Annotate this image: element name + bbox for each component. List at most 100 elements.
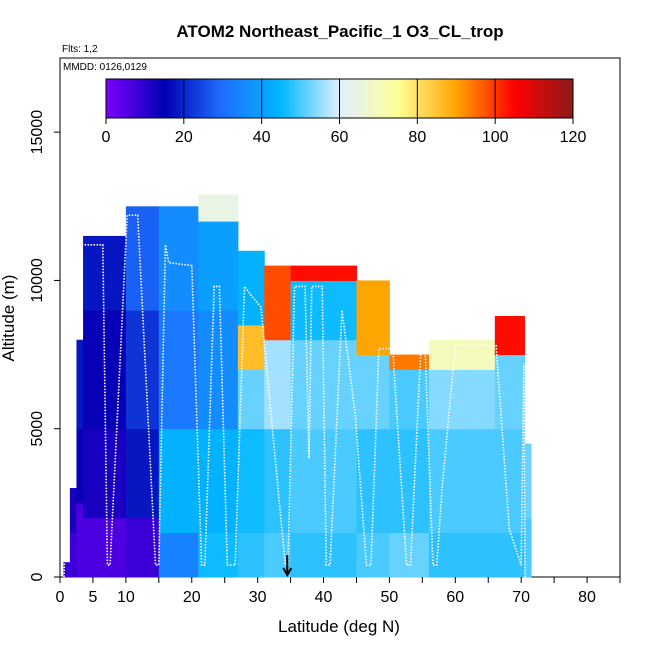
- colorbar-swatch: [283, 79, 286, 118]
- colorbar-swatch: [339, 79, 342, 118]
- colorbar-swatch: [320, 79, 323, 118]
- colorbar-swatch: [571, 79, 574, 118]
- colorbar-swatch: [378, 79, 381, 118]
- colorbar-swatch: [429, 79, 432, 118]
- colorbar-swatch: [232, 79, 235, 118]
- colorbar-swatch: [294, 79, 298, 118]
- colorbar-swatch: [349, 79, 352, 118]
- colorbar-swatch: [220, 79, 224, 118]
- colorbar-swatch: [518, 79, 521, 118]
- colorbar-swatch: [318, 79, 321, 118]
- colorbar-swatch: [362, 79, 366, 118]
- colorbar-swatch: [316, 79, 319, 118]
- colorbar-swatch: [168, 79, 171, 118]
- colorbar-swatch: [195, 79, 198, 118]
- colorbar-swatch: [384, 79, 387, 118]
- colorbar-swatch: [248, 79, 251, 118]
- colorbar-swatch: [423, 79, 426, 118]
- colorbar-swatch: [407, 79, 410, 118]
- colorbar-swatch: [555, 79, 558, 118]
- heatmap-cell-10-2: [356, 354, 390, 430]
- colorbar-swatch: [528, 79, 531, 118]
- heatmap-cell-6-2: [198, 310, 239, 430]
- colorbar-swatch: [409, 79, 412, 118]
- colorbar-swatch: [522, 79, 525, 118]
- colorbar-swatch: [141, 79, 144, 118]
- colorbar-swatch: [174, 79, 177, 118]
- colorbar-swatch: [129, 79, 132, 118]
- x-tick-label: 70: [512, 589, 530, 606]
- colorbar-swatch: [117, 79, 121, 118]
- colorbar-swatch: [314, 79, 317, 118]
- heatmap-cell-9-1: [290, 428, 357, 534]
- heatmap-cell-11-0: [389, 532, 430, 578]
- x-tick-label: 40: [315, 589, 333, 606]
- colorbar-swatch: [495, 79, 498, 118]
- heatmap-cell-11-3: [389, 354, 430, 370]
- heatmap-cell-5-2: [158, 310, 199, 430]
- colorbar-swatch: [504, 79, 508, 118]
- colorbar-swatch: [290, 79, 294, 118]
- colorbar-swatch: [106, 79, 109, 118]
- colorbar-swatch: [360, 79, 364, 118]
- colorbar-swatch: [434, 79, 438, 118]
- colorbar-swatch: [563, 79, 566, 118]
- colorbar-swatch: [285, 79, 288, 118]
- heatmap-cell-6-3: [198, 221, 239, 311]
- colorbar-swatch: [279, 79, 282, 118]
- colorbar-swatch: [444, 79, 447, 118]
- colorbar-swatch: [530, 79, 533, 118]
- colorbar-tick-label: 60: [331, 129, 349, 146]
- colorbar-swatch: [179, 79, 183, 118]
- colorbar-swatch: [512, 79, 516, 118]
- colorbar-swatch: [446, 79, 449, 118]
- colorbar-swatch: [395, 79, 399, 118]
- heatmap-cell-4-3: [125, 206, 160, 311]
- colorbar-swatch: [164, 79, 167, 118]
- colorbar-swatch: [275, 79, 278, 118]
- heatmap-cell-7-4: [237, 250, 265, 326]
- colorbar-swatch: [353, 79, 356, 118]
- heatmap-cell-10-3: [356, 280, 390, 356]
- colorbar-swatch: [111, 79, 115, 118]
- colorbar-swatch: [345, 79, 348, 118]
- flight-track-layer: [63, 214, 526, 578]
- colorbar-swatch: [464, 79, 467, 118]
- colorbar-swatch: [267, 79, 270, 118]
- colorbar-swatch: [222, 79, 226, 118]
- x-tick-label: 10: [117, 589, 135, 606]
- colorbar-swatch: [341, 79, 344, 118]
- colorbar-swatch: [390, 79, 393, 118]
- colorbar-tick-label: 20: [175, 129, 193, 146]
- colorbar-swatch: [304, 79, 307, 118]
- colorbar-swatch: [240, 79, 243, 118]
- colorbar-swatch: [150, 79, 154, 118]
- heatmap-cell-2-0: [76, 502, 84, 578]
- heatmap-cell-6-1: [198, 428, 239, 534]
- colorbar-swatch: [148, 79, 152, 118]
- colorbar-swatch: [419, 79, 422, 118]
- colorbar-swatch: [177, 79, 181, 118]
- colorbar-swatch: [224, 79, 228, 118]
- colorbar-swatch: [501, 79, 504, 118]
- x-tick-label: 60: [446, 589, 464, 606]
- latitude-marker-arrowhead: [282, 567, 293, 578]
- colorbar-swatch: [216, 79, 220, 118]
- colorbar-swatch: [553, 79, 556, 118]
- colorbar-swatch: [306, 79, 309, 118]
- heatmap-cell-6-0: [198, 532, 239, 578]
- flight-track-line: [63, 214, 526, 578]
- colorbar-swatch: [125, 79, 128, 118]
- x-tick-label: 50: [381, 589, 399, 606]
- heatmap-cells: [63, 194, 532, 578]
- colorbar-swatch: [355, 79, 358, 118]
- colorbar-swatch: [203, 79, 206, 118]
- colorbar-swatch: [176, 79, 179, 118]
- colorbar-swatch: [154, 79, 157, 118]
- colorbar-swatch: [491, 79, 494, 118]
- colorbar-swatch: [545, 79, 549, 118]
- colorbar-swatch: [312, 79, 315, 118]
- y-tick-label: 10000: [29, 258, 46, 303]
- colorbar-swatch: [308, 79, 311, 118]
